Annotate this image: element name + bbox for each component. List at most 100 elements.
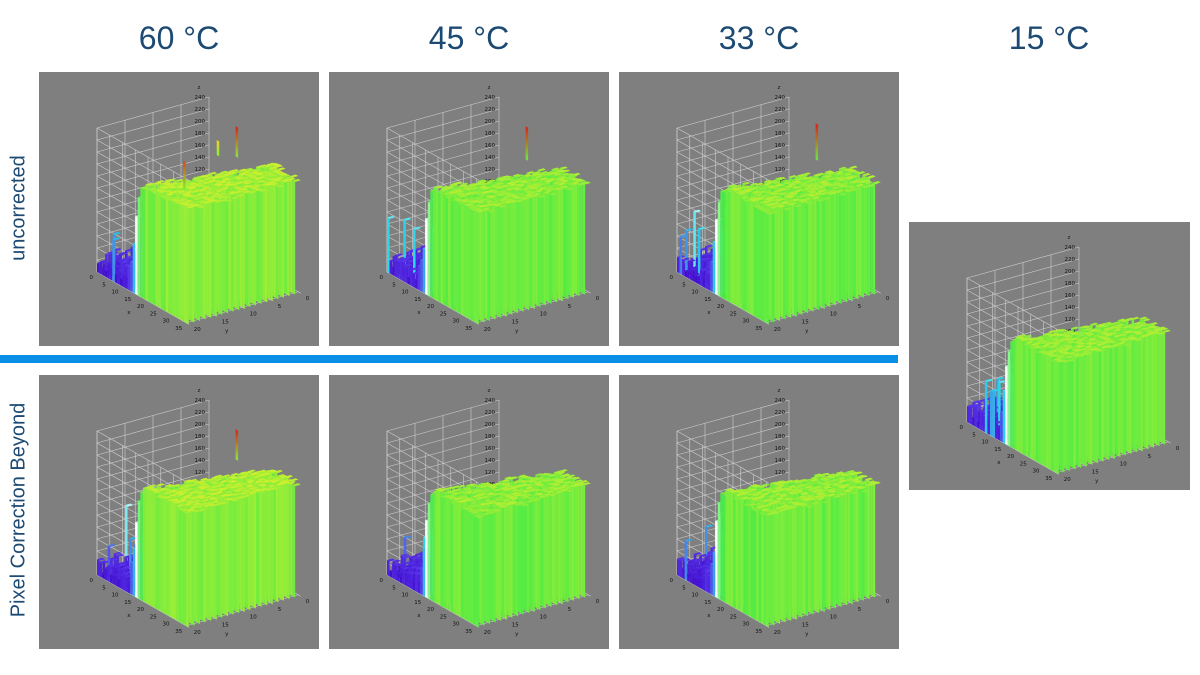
y-tick-label: 15 — [512, 622, 519, 628]
x-tick-label: 25 — [440, 614, 447, 620]
x-tick-label: 20 — [427, 304, 434, 310]
x-tick-label: 20 — [137, 607, 144, 613]
z-tick-label: 120 — [775, 167, 786, 173]
surface — [967, 316, 1171, 475]
surface-plot: 0204060801001201401601802002202400510152… — [90, 388, 310, 637]
x-tick-label: 30 — [1033, 469, 1040, 475]
x-tick-label: 20 — [717, 304, 724, 310]
y-tick-label: 0 — [886, 599, 890, 605]
surface-plot: 0204060801001201401601802002202400510152… — [960, 235, 1180, 484]
x-tick-label: 35 — [755, 326, 762, 332]
y-tick-label: 0 — [886, 296, 890, 302]
x-tick-label: 0 — [670, 275, 674, 281]
x-tick-label: 30 — [163, 319, 170, 325]
x-axis-label: x — [707, 310, 711, 316]
x-tick-label: 0 — [960, 425, 964, 431]
x-tick-label: 35 — [465, 326, 472, 332]
z-tick-label: 220 — [1065, 257, 1076, 263]
x-tick-label: 25 — [150, 311, 157, 317]
surface — [677, 469, 881, 628]
z-tick-label: 160 — [1065, 293, 1076, 299]
y-tick-label: 10 — [1120, 462, 1127, 468]
z-tick-label: 200 — [485, 422, 496, 428]
surface — [97, 162, 301, 325]
y-tick-label: 0 — [306, 296, 310, 302]
y-tick-label: 5 — [278, 607, 282, 613]
z-tick-label: 140 — [775, 155, 786, 161]
z-tick-label: 180 — [775, 131, 786, 137]
surface-row — [677, 488, 775, 628]
x-tick-label: 0 — [90, 578, 94, 584]
z-tick-label: 160 — [195, 143, 206, 149]
z-axis-label: z — [778, 85, 781, 91]
z-tick-label: 220 — [775, 107, 786, 113]
z-tick-label: 160 — [195, 446, 206, 452]
surface-row — [97, 182, 195, 325]
x-tick-label: 5 — [392, 585, 396, 591]
x-tick-label: 35 — [755, 629, 762, 635]
x-tick-label: 20 — [137, 304, 144, 310]
z-tick-label: 220 — [775, 410, 786, 416]
chart-panel-60-corrected: 0204060801001201401601802002202400510152… — [39, 375, 319, 649]
z-tick-label: 160 — [485, 446, 496, 452]
z-tick-label: 160 — [775, 143, 786, 149]
z-tick-label: 200 — [1065, 269, 1076, 275]
x-tick-label: 0 — [380, 578, 384, 584]
surface-row — [97, 486, 195, 628]
x-tick-label: 25 — [150, 614, 157, 620]
y-tick-label: 15 — [802, 622, 809, 628]
y-tick-label: 0 — [1176, 446, 1180, 452]
z-tick-label: 140 — [485, 458, 496, 464]
x-tick-label: 30 — [453, 622, 460, 628]
x-tick-label: 15 — [994, 447, 1001, 453]
x-axis-label: x — [127, 310, 131, 316]
x-tick-label: 5 — [682, 585, 686, 591]
y-tick-label: 20 — [194, 630, 201, 636]
z-axis-label: z — [198, 85, 201, 91]
x-tick-label: 10 — [982, 440, 989, 446]
y-tick-label: 10 — [830, 312, 837, 318]
y-tick-label: 15 — [222, 622, 229, 628]
y-tick-label: 5 — [858, 607, 862, 613]
y-tick-label: 5 — [568, 607, 572, 613]
z-tick-label: 180 — [485, 434, 496, 440]
y-tick-label: 10 — [250, 312, 257, 318]
z-tick-label: 140 — [485, 155, 496, 161]
y-axis-label: y — [805, 328, 809, 334]
chart-panel-60-uncorrected: 0204060801001201401601802002202400510152… — [39, 72, 319, 346]
y-tick-label: 10 — [540, 312, 547, 318]
x-tick-label: 35 — [465, 629, 472, 635]
column-title-45: 45 °C — [428, 20, 510, 56]
y-tick-label: 0 — [596, 296, 600, 302]
z-tick-label: 220 — [195, 107, 206, 113]
z-tick-label: 120 — [485, 470, 496, 476]
z-tick-label: 220 — [195, 410, 206, 416]
z-tick-label: 180 — [1065, 281, 1076, 287]
z-tick-label: 240 — [775, 95, 786, 101]
x-tick-label: 5 — [972, 432, 976, 438]
x-tick-label: 5 — [102, 282, 106, 288]
y-tick-label: 15 — [802, 319, 809, 325]
surface-plot: 0204060801001201401601802002202400510152… — [380, 85, 600, 334]
z-axis-label: z — [488, 85, 491, 91]
y-axis-label: y — [1095, 478, 1099, 484]
x-tick-label: 25 — [440, 311, 447, 317]
surface-row — [967, 335, 1065, 475]
z-axis-label: z — [1068, 235, 1071, 241]
column-title-60: 60 °C — [138, 20, 220, 56]
z-tick-label: 120 — [775, 470, 786, 476]
z-tick-label: 240 — [195, 95, 206, 101]
z-tick-label: 200 — [485, 119, 496, 125]
x-tick-label: 15 — [414, 600, 421, 606]
y-tick-label: 5 — [1148, 454, 1152, 460]
x-tick-label: 35 — [175, 629, 182, 635]
z-tick-label: 220 — [485, 410, 496, 416]
tick-labels: 0204060801001201401601802002202400510152… — [670, 388, 890, 637]
x-tick-label: 20 — [427, 607, 434, 613]
z-tick-label: 240 — [1065, 245, 1076, 251]
z-tick-label: 140 — [775, 458, 786, 464]
z-tick-label: 240 — [485, 398, 496, 404]
surface — [97, 469, 301, 628]
spike-mark — [216, 140, 220, 157]
y-tick-label: 20 — [774, 327, 781, 333]
